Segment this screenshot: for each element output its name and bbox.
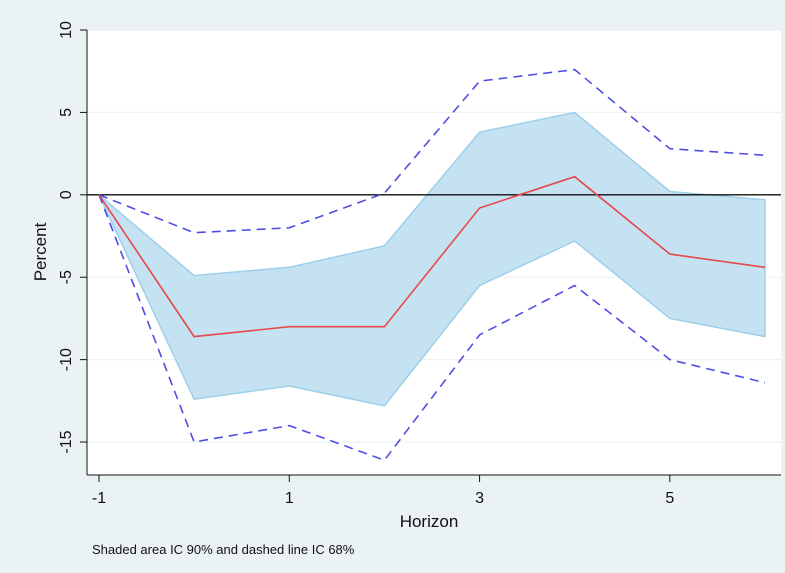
x-tick-label: -1	[92, 490, 106, 507]
y-tick-label: 0	[58, 190, 75, 199]
confidence-band-90	[98, 111, 766, 407]
x-tick-label: 5	[665, 490, 674, 507]
x-tick-label: 1	[285, 490, 294, 507]
x-axis-title: Horizon	[400, 512, 459, 531]
lower-68-dashed-line	[98, 194, 766, 462]
y-axis-ticks: 10 5 0 -5 -10 -15	[58, 21, 87, 454]
y-tick-label: -5	[58, 270, 75, 284]
point-estimate-line	[98, 175, 766, 338]
y-tick-label: 10	[58, 21, 75, 39]
y-axis-title: Percent	[31, 222, 50, 281]
x-axis-ticks: -1 1 3 5	[92, 475, 674, 507]
y-tick-label: -15	[58, 430, 75, 453]
y-tick-label: -10	[58, 348, 75, 371]
y-tick-label: 5	[58, 108, 75, 117]
x-tick-label: 3	[475, 490, 484, 507]
chart-note: Shaded area IC 90% and dashed line IC 68…	[92, 542, 355, 557]
